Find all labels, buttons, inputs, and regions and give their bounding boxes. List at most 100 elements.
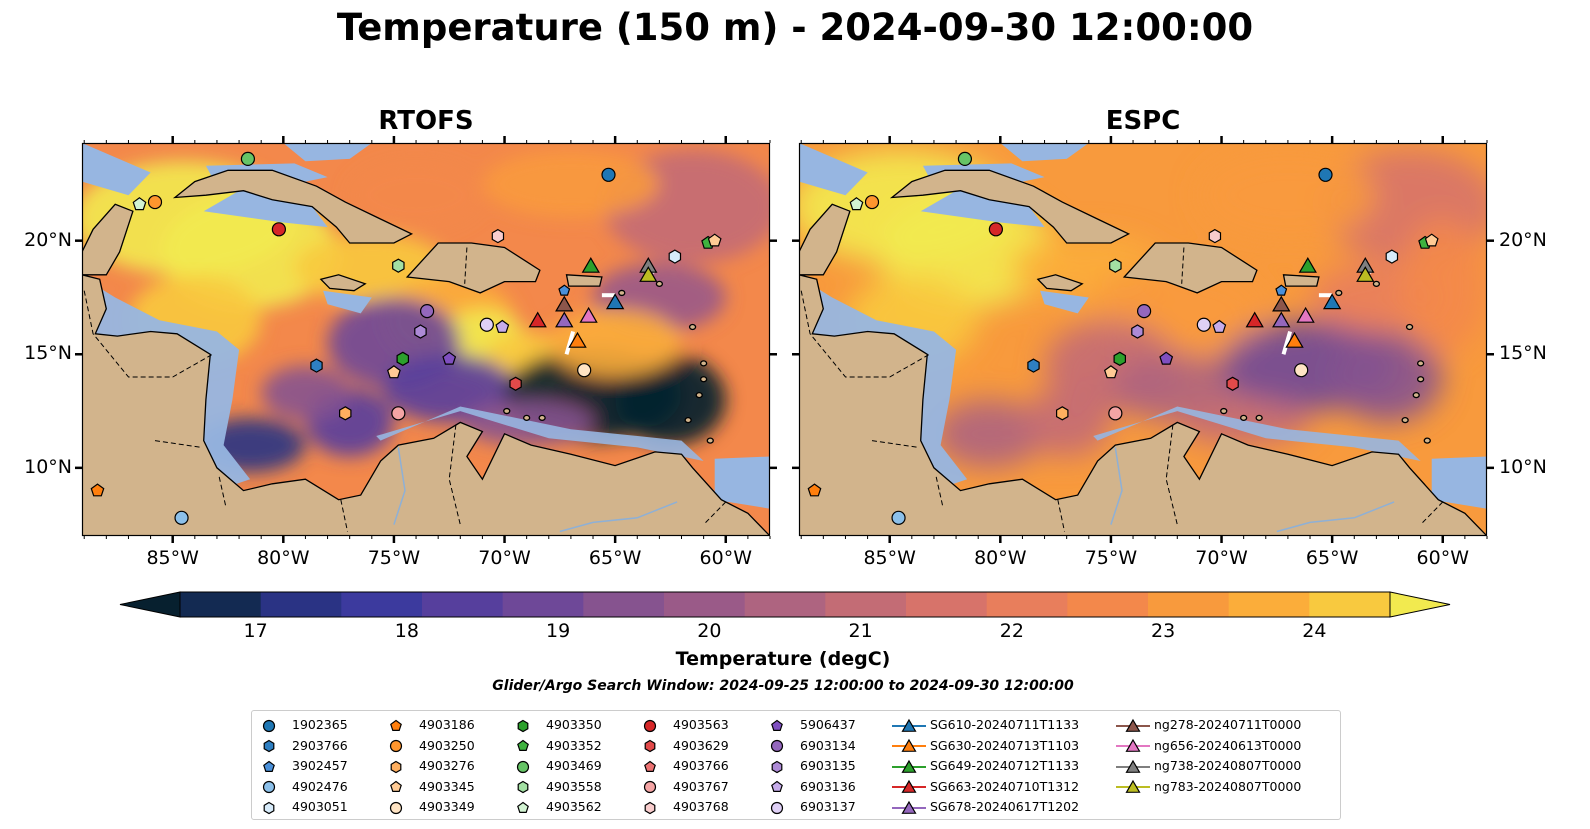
float-legend-marker — [516, 760, 530, 773]
glider-legend-marker — [892, 779, 926, 793]
float-legend-marker — [517, 739, 529, 751]
legend-item-6903137: 6903137 — [768, 799, 856, 816]
legend-item-4903250: 4903250 — [387, 738, 475, 755]
legend-triangle-marker — [1125, 779, 1141, 793]
float-marker-4903345 — [386, 365, 401, 379]
legend-label: 4903349 — [419, 799, 475, 814]
legend: 1902365 2903766 3902457 4902476 4903051 49031… — [251, 710, 1341, 820]
legend-label: 4903276 — [419, 758, 475, 773]
lon-tick-right-4: 65°W — [1305, 547, 1359, 569]
lon-tick-left-5: 60°W — [699, 547, 752, 569]
colorbar-bin — [1067, 592, 1149, 617]
float-marker-3902457 — [1275, 284, 1288, 296]
legend-pentagon-marker — [390, 780, 402, 792]
glider-legend-marker — [1116, 759, 1150, 773]
legend-label: 4902476 — [292, 778, 348, 794]
glider-marker-SG678-20240617T1202 — [1272, 311, 1291, 328]
float-marker-4903767 — [391, 406, 406, 421]
legend-item-4903345: 4903345 — [387, 779, 475, 796]
glider-legend-marker — [892, 738, 926, 752]
lat-tick-right-1: 15°N — [1499, 342, 1547, 365]
legend-pentagon-marker — [390, 719, 402, 731]
colorbar-bin — [502, 592, 584, 617]
legend-hexagon-marker — [390, 760, 402, 773]
float-legend-marker — [389, 739, 403, 753]
legend-item-SG678-20240617T1202: SG678-20240617T1202 — [892, 799, 1079, 816]
legend-triangle-marker — [1125, 759, 1141, 773]
float-marker-4903767 — [1108, 406, 1123, 421]
legend-item-2903766: 2903766 — [260, 738, 348, 755]
legend-item-SG663-20240710T1312: SG663-20240710T1312 — [892, 779, 1079, 796]
glider-marker-SG663-20240710T1312 — [528, 311, 547, 328]
colorbar-bin — [1148, 592, 1230, 617]
colorbar-title: Temperature (degC) — [675, 648, 891, 670]
float-marker-4903558 — [392, 258, 405, 273]
colorbar-bin — [825, 592, 907, 617]
glider-marker-ng783-20240807T0000 — [1356, 266, 1375, 282]
legend-pentagon-marker — [517, 739, 529, 751]
legend-item-ng656-20240613T0000: ng656-20240613T0000 — [1116, 738, 1301, 755]
lon-tick-left-4: 65°W — [588, 547, 642, 569]
glider-marker-SG678-20240617T1202 — [555, 311, 574, 328]
legend-item-4903562: 4903562 — [514, 799, 602, 816]
lon-tick-right-0: 85°W — [863, 547, 916, 569]
glider-marker-ng656-20240613T0000 — [1296, 306, 1315, 323]
legend-label: 4903350 — [546, 717, 602, 732]
float-legend-marker — [517, 801, 529, 813]
colorbar — [119, 591, 1451, 618]
float-marker-4903345 — [1103, 365, 1118, 379]
legend-circle-marker — [770, 739, 784, 753]
float-legend-marker — [770, 739, 784, 753]
float-legend-marker — [771, 719, 783, 731]
legend-item-4903766: 4903766 — [641, 758, 729, 775]
float-marker-6903137 — [479, 317, 494, 332]
lon-tick-right-1: 80°W — [974, 547, 1027, 569]
legend-label: 1902365 — [292, 717, 348, 732]
glider-legend-marker — [892, 718, 926, 732]
lat-tick-right-0: 20°N — [1499, 228, 1547, 251]
legend-pentagon-marker — [263, 760, 275, 772]
colorbar-bin — [744, 592, 826, 617]
float-marker-4903562 — [849, 197, 864, 211]
legend-label: 4903768 — [673, 799, 729, 814]
glider-legend-marker — [1116, 738, 1150, 752]
float-marker-4903349 — [1294, 363, 1309, 378]
colorbar-bin — [1309, 592, 1391, 617]
legend-pentagon-marker — [517, 801, 529, 813]
legend-item-4903352: 4903352 — [514, 738, 602, 755]
float-marker-4903469 — [957, 151, 973, 167]
float-marker-6903135 — [1131, 324, 1144, 339]
legend-item-6903136: 6903136 — [768, 779, 856, 796]
legend-item-ng278-20240711T0000: ng278-20240711T0000 — [1116, 717, 1301, 734]
legend-triangle-marker — [901, 800, 917, 814]
float-marker-6903134 — [1137, 304, 1152, 319]
float-legend-marker — [644, 801, 656, 814]
legend-triangle-marker — [901, 738, 917, 752]
float-legend-marker — [263, 739, 275, 753]
legend-circle-marker — [389, 739, 403, 753]
colorbar-tick-2: 19 — [546, 620, 571, 642]
colorbar-bin — [1228, 592, 1310, 617]
panel-title-espc: ESPC — [1105, 106, 1181, 136]
float-legend-marker — [771, 760, 783, 773]
legend-pentagon-marker — [771, 719, 783, 731]
float-marker-5906437 — [1159, 351, 1174, 365]
legend-item-6903134: 6903134 — [768, 738, 856, 755]
glider-marker-SG649-20240712T1133 — [1298, 257, 1317, 273]
float-legend-marker — [263, 801, 275, 814]
float-marker-4903051 — [668, 249, 682, 264]
float-legend-marker — [771, 780, 783, 792]
glider-marker-SG630-20240713T1103 — [568, 331, 587, 348]
float-marker-4903186 — [807, 483, 822, 497]
lat-tick-left-1: 15°N — [24, 342, 72, 365]
glider-marker-ng278-20240711T0000 — [1272, 295, 1291, 312]
legend-pentagon-marker — [771, 780, 783, 792]
legend-hexagon-marker — [644, 739, 656, 753]
float-marker-4902476 — [891, 510, 906, 525]
float-marker-4903250 — [864, 194, 880, 210]
legend-label: 4903558 — [546, 778, 602, 794]
colorbar-bin — [583, 592, 665, 617]
float-legend-marker — [517, 719, 529, 732]
legend-label: SG678-20240617T1202 — [930, 799, 1080, 814]
colorbar-bin — [422, 592, 504, 617]
